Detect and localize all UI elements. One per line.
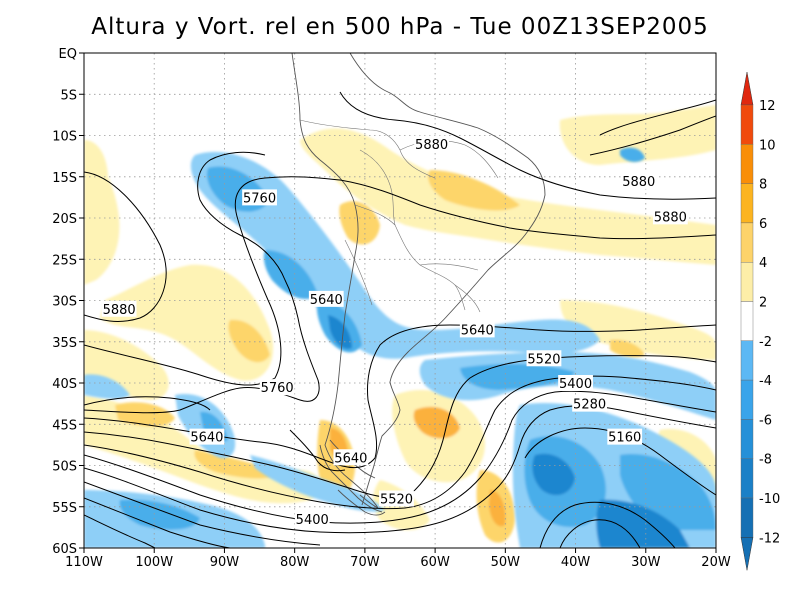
lat-label: 45S [52,418,77,433]
contour-label: 5400 [296,513,329,528]
lon-label: 110W [65,555,103,570]
colorbar-label: -8 [759,453,772,468]
colorbar-segment [740,340,754,381]
colorbar-label: -6 [759,413,772,428]
lon-label: 40W [561,555,591,570]
colorbar-label: 2 [759,296,767,311]
lat-label: 20S [52,212,77,227]
contour-label-bg [189,428,225,445]
contour-label-bg [414,135,449,152]
colorbar-label: 8 [759,178,767,193]
colorbar-label: 12 [759,99,776,114]
colorbar-label: -12 [759,531,780,546]
colorbar-segment [740,419,754,459]
contour-label: 5880 [622,175,655,190]
colorbar-segment [740,222,754,263]
colorbar-segment [740,497,754,538]
lat-label: 50S [52,460,77,475]
chart-title: Altura y Vort. rel en 500 hPa - Tue 00Z1… [91,14,709,40]
contour-label-bg [558,375,593,391]
lat-label: EQ [59,47,77,62]
lat-label: 40S [52,377,77,392]
lat-label: 15S [52,171,77,186]
colorbar-top-arrow [740,71,754,106]
contour-label-bg [101,300,137,317]
lon-label: 20W [701,555,731,570]
contour-label-bg [379,490,414,507]
lon-label: 60W [420,555,450,570]
contour-label-bg [459,321,495,338]
contour-label-bg [308,290,344,307]
colorbar-label: 4 [759,256,767,271]
lon-label: 80W [280,555,310,570]
contour-label: 5640 [310,293,343,308]
contour-label: 5760 [243,191,276,206]
contour-label: 5880 [415,138,448,153]
colorbar-segment [740,144,754,184]
lon-label: 30W [631,555,661,570]
lon-label: 70W [350,555,380,570]
lat-label: 25S [52,253,77,268]
latitude-axis: EQ 5S 10S 15S 20S 25S 30S 35S 40S 45S 50S 55S 60S [52,47,84,557]
colorbar-bottom-arrow [740,537,754,571]
lat-label: 55S [52,501,77,516]
contour-label: 5880 [103,303,136,318]
country-borders [299,119,499,313]
positive-vorticity-shading [84,105,716,543]
colorbar: 12 10 8 6 4 2 -2 -4 -6 -8 -10 -12 [740,71,780,571]
lat-label: 5S [60,88,77,103]
contour-label: 5640 [190,431,223,446]
contour-label: 5640 [334,451,367,466]
colorbar-label: 6 [759,217,767,232]
colorbar-label: -4 [759,374,772,389]
contour-label: 5760 [261,381,294,396]
contour-labels: 5880 5880 5880 5760 5640 5880 5640 5520 5400 5760… [101,135,688,528]
graticule [84,53,716,548]
lat-label: 35S [52,336,77,351]
lat-label: 60S [52,542,77,557]
contour-label-bg [572,395,607,412]
contour-label-bg [621,172,657,189]
contour-label: 5880 [654,210,687,225]
contour-label: 5640 [461,323,494,338]
contour-label: 5160 [608,431,641,446]
contour-label-bg [526,350,562,367]
colorbar-segment [740,183,754,224]
contour-label-bg [294,511,330,528]
contour-label-bg [259,379,295,396]
contour-label-bg [333,449,369,466]
lat-label: 30S [52,295,77,310]
negative-vorticity-shading [84,147,716,548]
colorbar-label: -2 [759,335,772,350]
contour-label: 5280 [573,398,606,413]
lat-label: 10S [52,130,77,145]
colorbar-segment [740,104,754,145]
colorbar-label: 10 [759,138,776,153]
colorbar-segment [740,301,754,341]
colorbar-label: -10 [759,492,780,507]
contour-label-bg [607,428,643,445]
longitude-axis: 110W 100W 90W 80W 70W 60W 50W 40W 30W 20W [65,548,731,570]
contour-label: 5520 [527,352,560,367]
contour-label-bg [652,208,688,225]
lon-label: 90W [210,555,240,570]
colorbar-segment [740,262,754,302]
contour-label: 5520 [380,493,413,508]
lon-label: 100W [135,555,173,570]
colorbar-segment [740,458,754,499]
contour-label-bg [242,189,277,206]
lon-label: 50W [491,555,521,570]
contour-label: 5400 [559,377,592,392]
colorbar-segment [740,379,754,420]
